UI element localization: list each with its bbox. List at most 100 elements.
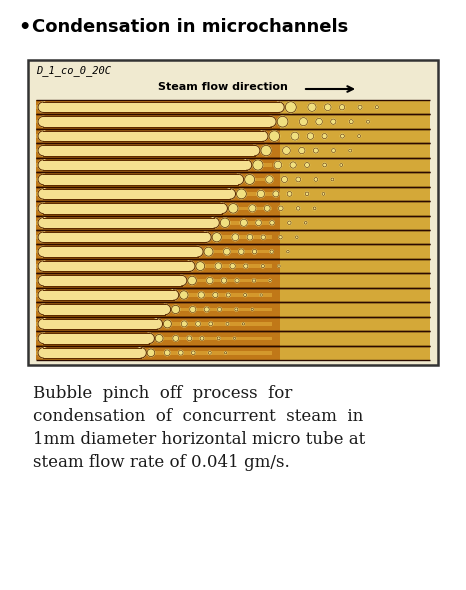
Circle shape: [296, 206, 300, 210]
Bar: [36, 187, 430, 201]
Circle shape: [206, 277, 213, 284]
Circle shape: [313, 207, 316, 209]
Circle shape: [193, 247, 203, 257]
Circle shape: [147, 349, 155, 356]
Circle shape: [237, 189, 247, 199]
Circle shape: [38, 333, 48, 343]
Circle shape: [188, 276, 196, 285]
Bar: [43, 203, 222, 214]
Circle shape: [258, 131, 268, 142]
Bar: [280, 346, 430, 359]
Bar: [43, 218, 214, 228]
Bar: [36, 336, 273, 340]
Bar: [36, 206, 273, 210]
Circle shape: [179, 291, 188, 299]
Circle shape: [332, 149, 336, 152]
Circle shape: [288, 221, 291, 225]
Circle shape: [155, 335, 163, 342]
Circle shape: [305, 162, 309, 168]
Bar: [280, 144, 430, 158]
Circle shape: [232, 234, 239, 241]
Circle shape: [225, 189, 235, 199]
Circle shape: [261, 145, 271, 156]
Circle shape: [38, 348, 48, 358]
Circle shape: [209, 218, 219, 228]
Circle shape: [266, 116, 276, 127]
Bar: [280, 115, 430, 129]
Circle shape: [273, 191, 279, 197]
Circle shape: [230, 263, 235, 269]
Circle shape: [228, 204, 238, 213]
Circle shape: [274, 102, 284, 113]
Circle shape: [300, 117, 308, 126]
Bar: [280, 317, 430, 330]
Circle shape: [38, 290, 48, 300]
Bar: [43, 145, 255, 156]
Circle shape: [215, 263, 222, 270]
Circle shape: [196, 262, 205, 271]
Bar: [36, 192, 273, 196]
Bar: [280, 100, 430, 114]
Circle shape: [38, 261, 48, 271]
Bar: [36, 293, 273, 297]
Bar: [36, 221, 273, 225]
Circle shape: [38, 203, 48, 214]
Circle shape: [290, 162, 296, 168]
Circle shape: [257, 190, 265, 198]
Circle shape: [38, 189, 48, 199]
Bar: [36, 346, 430, 359]
Text: 1mm diameter horizontal micro tube at: 1mm diameter horizontal micro tube at: [33, 431, 365, 448]
Bar: [280, 245, 430, 258]
Circle shape: [244, 264, 248, 268]
Bar: [36, 260, 430, 273]
Circle shape: [144, 333, 154, 343]
Circle shape: [38, 131, 48, 142]
Circle shape: [295, 236, 298, 238]
Circle shape: [38, 102, 48, 113]
Circle shape: [304, 221, 307, 224]
Bar: [280, 158, 430, 172]
Text: Bubble  pinch  off  process  for: Bubble pinch off process for: [33, 385, 292, 402]
Bar: [36, 322, 273, 326]
Circle shape: [38, 174, 48, 185]
Circle shape: [264, 205, 270, 211]
Bar: [43, 290, 173, 300]
Bar: [43, 348, 141, 358]
Circle shape: [136, 348, 146, 358]
Circle shape: [349, 149, 352, 152]
Circle shape: [38, 160, 48, 170]
Circle shape: [277, 116, 288, 127]
Bar: [280, 187, 430, 201]
Circle shape: [260, 294, 262, 296]
Bar: [36, 163, 273, 167]
Circle shape: [173, 335, 178, 341]
Circle shape: [269, 131, 280, 142]
Circle shape: [308, 103, 316, 112]
Bar: [36, 115, 430, 129]
Bar: [43, 276, 182, 286]
Circle shape: [201, 232, 211, 242]
Circle shape: [324, 104, 331, 110]
Bar: [36, 274, 430, 287]
Circle shape: [313, 148, 318, 153]
Circle shape: [160, 304, 171, 314]
Circle shape: [249, 205, 256, 212]
Circle shape: [38, 319, 48, 329]
Bar: [36, 120, 273, 123]
Circle shape: [349, 120, 353, 124]
Circle shape: [322, 133, 327, 139]
Bar: [280, 231, 430, 244]
Circle shape: [38, 218, 48, 228]
Circle shape: [244, 293, 247, 297]
Circle shape: [314, 178, 318, 181]
Bar: [43, 131, 263, 142]
Circle shape: [221, 278, 226, 283]
Circle shape: [212, 232, 221, 242]
Circle shape: [152, 319, 163, 329]
Bar: [280, 274, 430, 287]
Bar: [36, 289, 430, 301]
Circle shape: [307, 133, 314, 139]
Circle shape: [245, 175, 255, 185]
Bar: [36, 129, 430, 143]
Circle shape: [171, 305, 180, 313]
